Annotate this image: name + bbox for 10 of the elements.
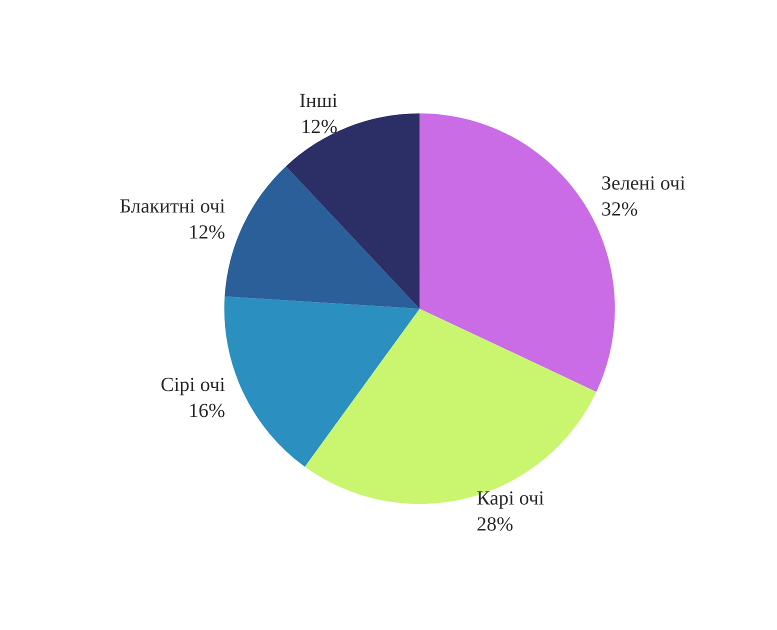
data-label: 16% [188, 400, 226, 422]
slice-label: Блакитні очі [120, 196, 226, 218]
data-label: 12% [300, 116, 338, 138]
data-label: 12% [188, 222, 226, 244]
slice-label: Сірі очі [160, 374, 226, 396]
data-label: 32% [601, 198, 638, 221]
data-label: 28% [476, 513, 514, 536]
slice-label: Зелені очі [601, 172, 686, 195]
slice-label: Інші [299, 90, 338, 112]
slice-label: Карі очі [476, 487, 545, 510]
